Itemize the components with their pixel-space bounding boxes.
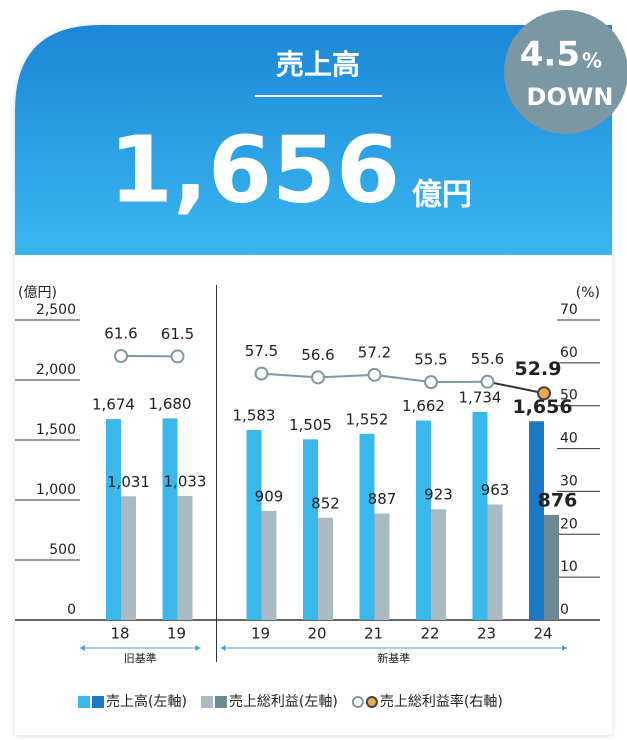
badge-direction: DOWN — [527, 83, 614, 111]
group-label: 新基準 — [377, 651, 410, 665]
value-label: 1,680 — [149, 395, 192, 413]
value-label: 1,505 — [289, 416, 332, 434]
x-tick-label: 20 — [307, 625, 326, 643]
value-label: 61.6 — [104, 325, 137, 343]
x-tick-label: 21 — [364, 625, 383, 643]
bar — [106, 419, 121, 620]
badge-value: 4.5 — [520, 35, 580, 75]
legend-swatch — [200, 696, 213, 708]
x-tick-label: 19 — [251, 625, 270, 643]
bar — [121, 496, 136, 620]
bar — [177, 496, 193, 620]
legend-swatch — [92, 696, 104, 708]
value-label: 1,656 — [512, 396, 572, 418]
value-label: 57.2 — [358, 343, 391, 361]
badge — [504, 10, 627, 134]
value-label: 1,734 — [459, 388, 502, 406]
bar — [544, 514, 559, 620]
value-label: 57.5 — [245, 342, 278, 360]
y-tick-label: 2,000 — [36, 362, 76, 378]
y2-tick-label: 50 — [560, 388, 578, 404]
value-label: 963 — [481, 481, 510, 499]
value-label: 852 — [311, 494, 340, 512]
value-label: 56.6 — [301, 346, 334, 364]
value-label: 61.5 — [161, 325, 194, 343]
bar — [318, 517, 333, 620]
bar — [359, 433, 375, 620]
y-tick-label: 0 — [67, 602, 76, 618]
bar — [431, 509, 446, 620]
x-tick-label: 23 — [477, 625, 496, 643]
bar — [416, 420, 431, 620]
y-tick-label: 1,500 — [36, 422, 76, 438]
bar — [162, 418, 178, 620]
x-tick-label: 22 — [420, 625, 439, 643]
bar — [529, 421, 544, 620]
y-tick-label: 500 — [49, 542, 76, 558]
line — [487, 380, 545, 395]
y2-tick-label: 70 — [560, 302, 578, 318]
header-unit: 億円 — [412, 178, 472, 213]
value-label: 52.9 — [515, 358, 562, 380]
line-marker — [170, 349, 185, 364]
y-tick-label: 2,500 — [36, 302, 76, 318]
value-label: 1,031 — [107, 473, 150, 491]
line-marker — [114, 349, 128, 363]
line-marker — [367, 367, 382, 382]
line-marker — [311, 370, 325, 385]
legend-label: 売上総利益率(右軸) — [380, 693, 503, 710]
value-label: 887 — [368, 490, 397, 508]
y2-tick-label: 0 — [560, 602, 569, 618]
y2-tick-label: 10 — [560, 559, 578, 575]
value-label: 55.5 — [414, 351, 447, 369]
value-label: 55.6 — [471, 350, 504, 368]
y2-tick-label: 20 — [560, 516, 578, 532]
legend-label: 売上総利益(左軸) — [229, 694, 338, 710]
y2-tick-label: 40 — [560, 431, 578, 447]
group-label: 旧基準 — [124, 651, 157, 665]
x-tick-label: 18 — [110, 625, 129, 643]
header-panel — [15, 25, 612, 255]
value-label: 1,583 — [233, 407, 276, 425]
value-label: 1,033 — [164, 473, 207, 491]
value-label: 923 — [424, 486, 453, 504]
line-marker — [537, 386, 551, 401]
y2-tick-label: 60 — [560, 345, 578, 361]
y2-tick-label: 30 — [560, 473, 578, 489]
bar — [303, 439, 318, 620]
value-label: 1,552 — [346, 410, 389, 428]
line-marker — [254, 366, 269, 381]
bar — [246, 430, 262, 620]
value-label: 909 — [255, 487, 284, 505]
bar — [472, 411, 488, 620]
plot: 0 500 1,000 1,500 2,000 2,500 0 10 20 30 40 50 60 70 1… — [15, 285, 600, 710]
x-tick-label: 19 — [167, 625, 186, 643]
value-label: 876 — [538, 489, 578, 511]
legend-swatch — [214, 696, 227, 708]
header-amount: 1,656 — [109, 116, 400, 223]
y-axis-label: (億円) — [18, 285, 57, 301]
legend-swatch — [365, 696, 378, 708]
badge-unit: % — [582, 49, 602, 73]
legend-swatch — [351, 696, 364, 708]
legend-swatch — [78, 696, 90, 708]
bar — [374, 513, 390, 620]
value-label: 1,662 — [402, 397, 445, 415]
line-marker — [424, 375, 438, 390]
value-label: 1,674 — [92, 396, 135, 414]
legend-label: 売上高(左軸) — [106, 693, 187, 710]
y-tick-label: 1,000 — [36, 482, 76, 498]
header-title: 売上高 — [276, 48, 360, 81]
bar — [261, 510, 277, 620]
line-marker — [480, 374, 495, 389]
y2-axis-label: (%) — [576, 285, 600, 301]
x-tick-label: 24 — [533, 625, 552, 643]
bar — [487, 504, 503, 620]
